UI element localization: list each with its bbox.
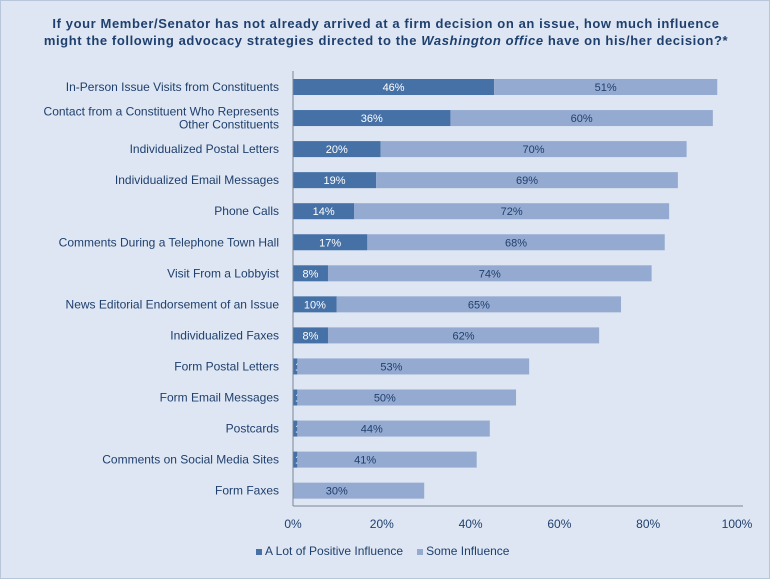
bar-segment [293,389,298,406]
data-label: 17% [319,237,341,249]
data-label: 41% [354,455,376,467]
data-label: 50% [374,393,396,405]
category-label: Postcards [226,422,279,436]
category-label: Phone Calls [214,204,279,218]
bar-segment [293,451,298,468]
data-label: 10% [304,299,326,311]
bar-segment [450,110,713,127]
data-label: 44% [361,424,383,436]
category-label: Individualized Faxes [170,328,279,342]
data-label: 53% [380,361,402,373]
bar-segment [293,296,337,313]
x-tick-label: 40% [459,517,483,531]
data-label: 72% [501,206,523,218]
data-label: 74% [479,268,501,280]
data-label: 60% [571,113,593,125]
category-label: Comments on Social Media Sites [102,453,279,467]
bar-segment [380,141,687,158]
data-label: 70% [523,144,545,156]
bar-segment [336,296,622,313]
data-label: 14% [313,206,335,218]
bar-segment [293,110,451,127]
data-label: 8% [303,268,319,280]
category-label: Form Faxes [215,484,279,498]
legend-item-some: Some Influence [417,544,509,558]
category-label: Other Constituents [179,118,279,132]
bar-segment [354,203,670,220]
data-label: 36% [361,113,383,125]
category-label: Form Postal Letters [174,359,279,373]
bar-segment [293,234,368,251]
x-tick-label: 0% [284,517,302,531]
bar-segment [297,358,530,375]
bar-segment [376,172,678,189]
bar-segment [297,420,490,437]
bar-segment [293,327,328,344]
legend-label: Some Influence [426,544,510,558]
bar-segment [293,420,298,437]
bar-segment [293,141,381,158]
bar-segment [297,451,477,468]
legend-item-positive: A Lot of Positive Influence [256,544,403,558]
data-label: 62% [453,330,475,342]
category-label: Form Email Messages [160,391,279,405]
x-tick-label: 60% [547,517,571,531]
category-label: News Editorial Endorsement of an Issue [66,297,280,311]
x-tick-label: 80% [636,517,660,531]
bar-segment [297,389,517,406]
data-label: 51% [595,82,617,94]
category-label: Individualized Postal Letters [130,142,279,156]
category-label: Contact from a Constituent Who Represent… [44,105,279,119]
bar-segment [293,172,377,189]
category-label: Visit From a Lobbyist [167,266,279,280]
chart-title: If your Member/Senator has not already a… [43,16,729,48]
category-label: Individualized Email Messages [115,173,279,187]
data-label: 20% [326,144,348,156]
bar-segment [293,203,355,220]
category-label: In-Person Issue Visits from Constituents [66,80,279,94]
legend-swatch [256,549,262,555]
x-tick-label: 20% [370,517,394,531]
category-label: Comments During a Telephone Town Hall [59,235,279,249]
data-label: 68% [505,237,527,249]
legend: A Lot of Positive Influence Some Influen… [256,544,509,558]
data-label: 69% [516,175,538,187]
x-tick-label: 100% [722,517,753,531]
bar-segment [327,265,652,282]
bar-segment [293,79,495,95]
data-label: 46% [383,82,405,94]
bar-segment [327,327,600,344]
data-label: 8% [303,330,319,342]
bar-segment [293,265,328,282]
data-label: 30% [326,486,348,498]
bar-segment [293,358,298,375]
data-label: 19% [324,175,346,187]
data-label: 65% [468,299,490,311]
legend-label: A Lot of Positive Influence [265,544,404,558]
bar-segment [367,234,665,251]
bar-segment [293,482,425,499]
legend-swatch [417,549,424,555]
bar-segment [494,79,718,95]
